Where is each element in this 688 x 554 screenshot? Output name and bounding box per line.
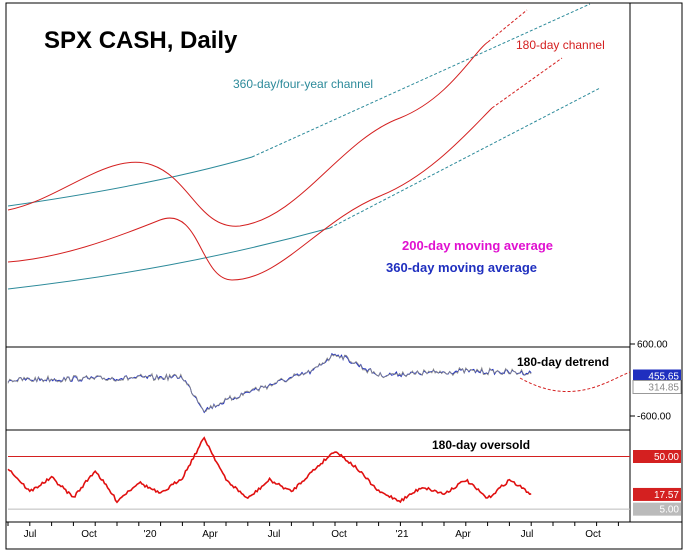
oversold-tag-bg <box>633 502 681 516</box>
x-tick-label: Jul <box>268 529 281 540</box>
x-tick-label: Apr <box>202 529 218 540</box>
oversold-tag-bg <box>633 487 681 501</box>
oversold-series-line <box>7 436 532 504</box>
channel-180-upper <box>7 41 489 227</box>
x-tick-label: Oct <box>331 529 347 540</box>
channel-360-upper <box>7 156 253 207</box>
ma-360-label: 360-day moving average <box>386 260 537 275</box>
detrend-tick-label: 600.00 <box>637 340 668 351</box>
channel-180-lower-projection <box>491 57 563 109</box>
channel-180-lower <box>7 107 493 281</box>
detrend-tag: 314.85 <box>648 383 679 394</box>
x-tick-label: Apr <box>455 529 471 540</box>
oversold-tag: 17.57 <box>654 490 679 501</box>
oversold-tag-bg <box>633 450 681 463</box>
x-tick-label: Oct <box>81 529 97 540</box>
channel-360-lower <box>7 227 331 290</box>
chart-title: SPX CASH, Daily <box>44 27 238 54</box>
channel-360-label: 360-day/four-year channel <box>233 77 373 91</box>
channel-360-lower-projection <box>329 87 601 229</box>
axes-layer: 4,600.004,400.004,200.004,000.003,800.00… <box>7 340 671 540</box>
oversold-label: 180-day oversold <box>432 438 530 452</box>
channel-lines-layer <box>7 3 601 290</box>
channel-180-upper-projection <box>487 9 528 43</box>
x-tick-label: Oct <box>585 529 601 540</box>
x-tick-label: '20 <box>143 529 156 540</box>
lower-panels-layer <box>7 352 631 510</box>
detrend-label: 180-day detrend <box>517 355 609 369</box>
x-tick-label: Jul <box>24 529 37 540</box>
detrend-tag: 455.65 <box>648 372 679 383</box>
x-tick-label: Jul <box>521 529 534 540</box>
price-tags-layer: 4,406.614,166.453,831.303,532.733,472.26… <box>632 369 682 516</box>
oversold-tag: 5.00 <box>660 505 680 516</box>
x-tick-label: '21 <box>395 529 408 540</box>
channel-360-upper-projection <box>251 3 591 158</box>
detrend-tag-bg <box>633 369 681 383</box>
detrend-tick-label: -600.00 <box>637 412 671 423</box>
detrend-projection <box>519 371 631 393</box>
detrend-shadow-line <box>7 353 532 413</box>
channel-180-label: 180-day channel <box>516 38 605 52</box>
detrend-tag-bg <box>632 380 682 394</box>
oversold-tag: 50.00 <box>654 452 679 463</box>
ma-200-label: 200-day moving average <box>402 238 553 253</box>
